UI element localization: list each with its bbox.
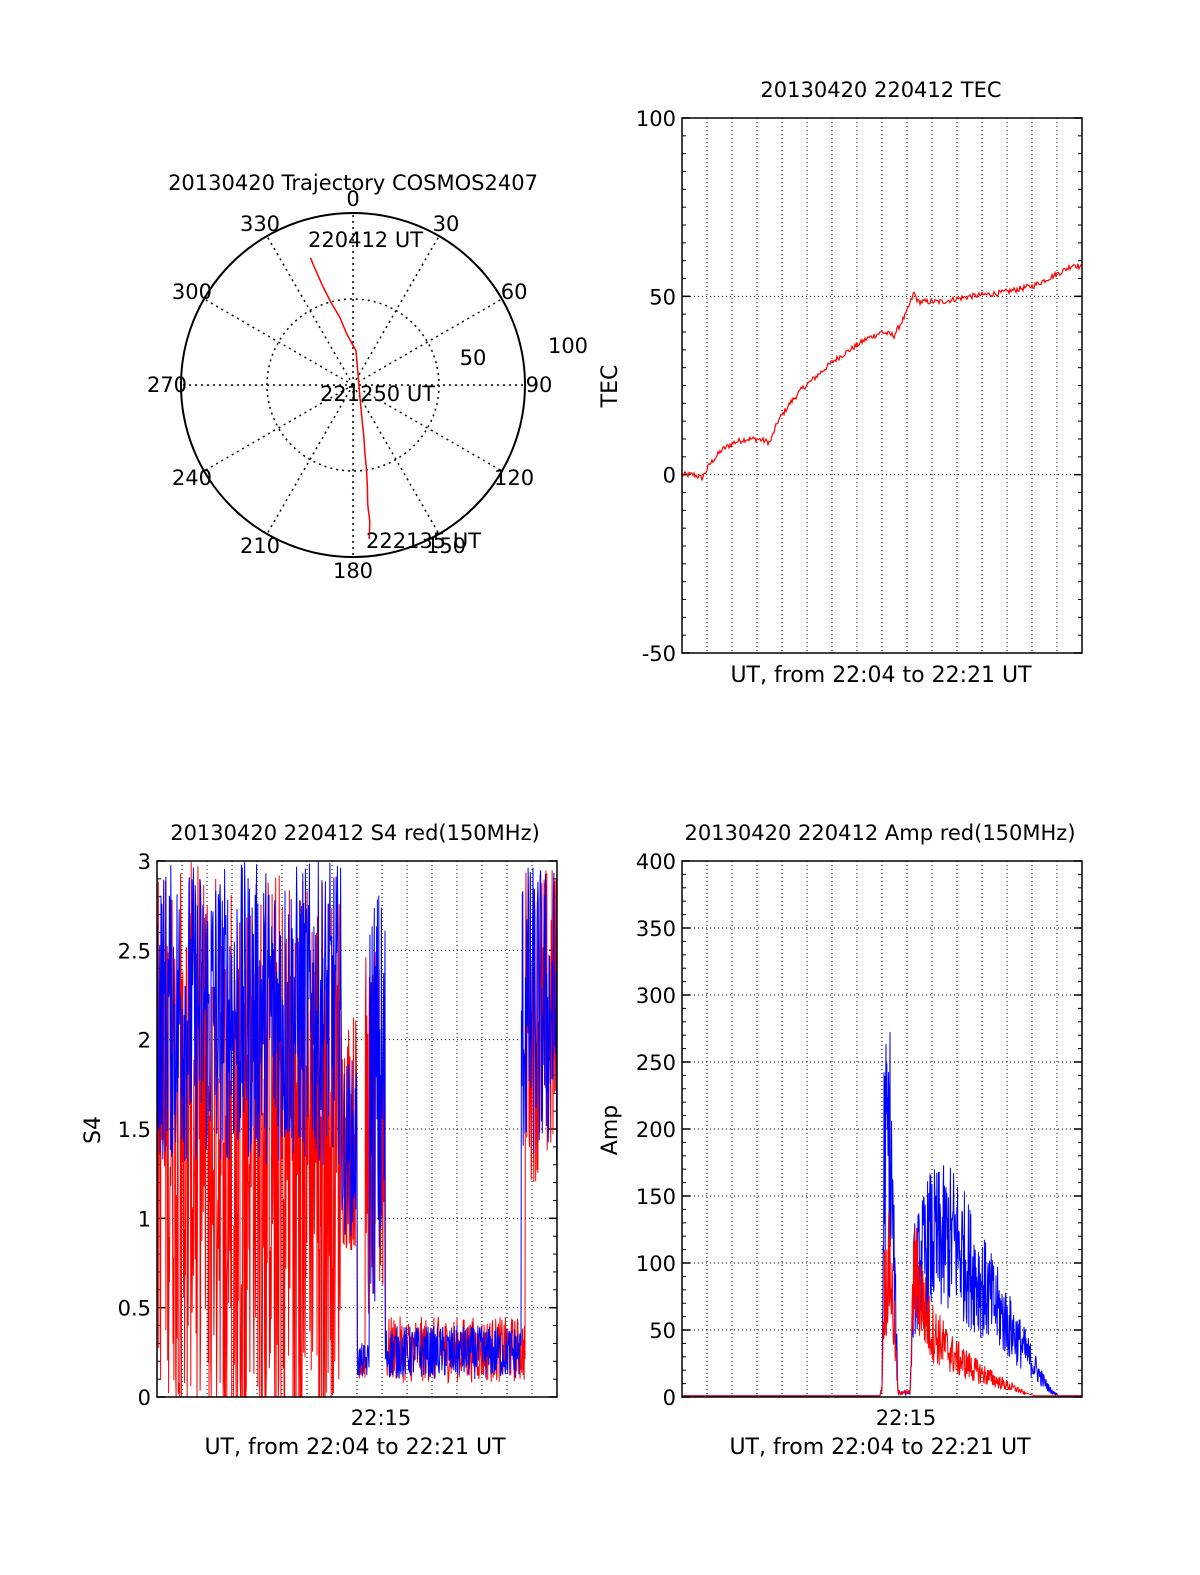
- s4-ylabel: S4: [81, 1116, 106, 1144]
- amp-ylabel: Amp: [598, 1105, 623, 1155]
- s4-title: 20130420 220412 S4 red(150MHz): [170, 821, 540, 845]
- y-tick-label: 1.5: [118, 1118, 151, 1142]
- azimuth-label: 270: [147, 373, 187, 397]
- azimuth-label: 90: [526, 373, 553, 397]
- y-tick-label: 50: [649, 1319, 676, 1343]
- track-label-mid: 221250 UT: [320, 382, 435, 406]
- y-tick-label: 100: [636, 1252, 676, 1276]
- x-tick-label: 22:15: [876, 1406, 937, 1430]
- tec-plot-area: 100 50 0 -50: [636, 107, 1083, 666]
- polar-spoke: [352, 384, 440, 535]
- y-tick-label: 0: [138, 1386, 151, 1410]
- y-tick-label: 0.5: [118, 1297, 151, 1321]
- amp-title: 20130420 220412 Amp red(150MHz): [684, 821, 1075, 845]
- polar-spoke: [203, 298, 354, 386]
- polar-spoke: [352, 384, 503, 472]
- y-tick-label: 3: [138, 850, 151, 874]
- axes-frame: [681, 860, 1083, 1398]
- azimuth-label: 0: [346, 187, 359, 211]
- polar-outer-ring: [180, 212, 526, 558]
- polar-spoke: [352, 298, 503, 386]
- azimuth-label: 150: [426, 534, 466, 558]
- trajectory-title: 20130420 Trajectory COSMOS2407: [168, 171, 538, 195]
- x-tick-label: 22:15: [351, 1406, 412, 1430]
- y-tick-label: 100: [636, 107, 676, 131]
- trajectory-line: [309, 257, 371, 540]
- radial-label: 100: [548, 334, 588, 358]
- azimuth-label: 240: [172, 466, 212, 490]
- s4-panel: 20130420 220412 S4 red(150MHz) 3 2.5 2 1.5 1…: [81, 821, 558, 1460]
- y-tick-label: 200: [636, 1118, 676, 1142]
- s4-plot-area: 3 2.5 2 1.5 1 0.5 0 22:15: [118, 850, 558, 1430]
- polar-labels: 0 30 60 90 120 150 180 210 240 270 300 330 50 100: [147, 187, 588, 583]
- tec-title: 20130420 220412 TEC: [760, 78, 1001, 102]
- polar-spoke: [203, 384, 354, 472]
- axes-frame: [681, 117, 1083, 654]
- polar-spoke: [266, 384, 354, 535]
- amp-series-red: [682, 1211, 1082, 1397]
- trajectory-panel: 20130420 Trajectory COSMOS2407 0 30 60 90 12…: [147, 171, 588, 583]
- y-tick-label: 300: [636, 984, 676, 1008]
- s4-series-group: [157, 861, 557, 1397]
- azimuth-label: 330: [240, 212, 280, 236]
- tec-ylabel: TEC: [598, 365, 623, 409]
- azimuth-label: 180: [333, 559, 373, 583]
- azimuth-label: 30: [433, 212, 460, 236]
- y-tick-label: 350: [636, 917, 676, 941]
- s4-series-blue: [157, 861, 557, 1380]
- azimuth-label: 120: [494, 466, 534, 490]
- amp-plot-area: 400 350 300 250 200 150 100 50 0 22:15: [636, 850, 1083, 1430]
- y-tick-label: 2.5: [118, 939, 151, 963]
- polar-grid: [180, 212, 526, 558]
- radial-label: 50: [460, 346, 487, 370]
- azimuth-label: 210: [240, 534, 280, 558]
- track-label-end: 222135 UT: [366, 529, 481, 553]
- polar-spoke: [266, 235, 354, 386]
- y-tick-label: 2: [138, 1029, 151, 1053]
- y-tick-label: 50: [649, 285, 676, 309]
- axes-frame: [156, 860, 558, 1398]
- y-tick-label: 150: [636, 1185, 676, 1209]
- y-tick-label: 0: [663, 1386, 676, 1410]
- tec-series-line: [681, 263, 1083, 481]
- polar-spoke: [352, 235, 440, 386]
- trajectory-track: [309, 257, 371, 540]
- azimuth-label: 300: [172, 280, 212, 304]
- amp-panel: 20130420 220412 Amp red(150MHz) 400 350 30…: [598, 821, 1083, 1460]
- tec-panel: 20130420 220412 TEC 100 50 0 -50 UT, from 2…: [598, 78, 1083, 688]
- azimuth-label: 60: [501, 280, 528, 304]
- track-label-start: 220412 UT: [308, 228, 423, 252]
- y-tick-label: -50: [642, 642, 676, 666]
- y-tick-label: 400: [636, 850, 676, 874]
- y-tick-label: 0: [663, 464, 676, 488]
- y-tick-label: 250: [636, 1051, 676, 1075]
- s4-xlabel: UT, from 22:04 to 22:21 UT: [204, 1435, 506, 1460]
- y-tick-label: 1: [138, 1207, 151, 1231]
- amp-xlabel: UT, from 22:04 to 22:21 UT: [729, 1435, 1031, 1460]
- tec-xlabel: UT, from 22:04 to 22:21 UT: [730, 663, 1032, 688]
